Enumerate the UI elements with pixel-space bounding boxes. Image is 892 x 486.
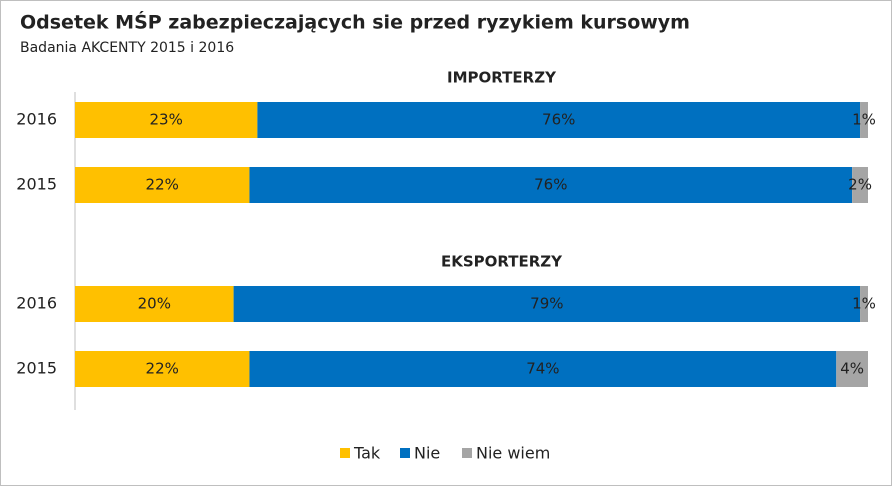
group-title: IMPORTERZY bbox=[447, 69, 557, 87]
bar-segment bbox=[860, 102, 868, 138]
y-tick-label: 2015 bbox=[16, 175, 57, 194]
value-label: 22% bbox=[146, 176, 179, 194]
value-label: 2% bbox=[848, 176, 872, 194]
legend-swatch bbox=[340, 448, 350, 458]
value-label: 1% bbox=[852, 111, 876, 129]
legend-label: Nie wiem bbox=[476, 444, 550, 463]
bar-segment bbox=[75, 102, 258, 138]
chart-subtitle: Badania AKCENTY 2015 i 2016 bbox=[20, 40, 234, 56]
value-label: 22% bbox=[146, 360, 179, 378]
value-label: 76% bbox=[542, 111, 575, 129]
bar-segment bbox=[836, 351, 868, 387]
y-tick-label: 2016 bbox=[16, 294, 57, 313]
value-label: 79% bbox=[530, 295, 563, 313]
bar-segment bbox=[257, 102, 861, 138]
legend-label: Tak bbox=[353, 444, 381, 463]
value-label: 76% bbox=[534, 176, 567, 194]
value-label: 20% bbox=[138, 295, 171, 313]
value-label: 1% bbox=[852, 295, 876, 313]
bar-segment bbox=[249, 351, 837, 387]
bar-segment bbox=[75, 351, 250, 387]
bar-segment bbox=[852, 167, 868, 203]
bar-segment bbox=[75, 286, 234, 322]
bar-segment bbox=[249, 167, 853, 203]
legend-label: Nie bbox=[414, 444, 440, 463]
bar-segment bbox=[75, 167, 250, 203]
bar-segment bbox=[233, 286, 861, 322]
value-label: 4% bbox=[840, 360, 864, 378]
legend-swatch bbox=[462, 448, 472, 458]
bar-segment bbox=[860, 286, 868, 322]
value-label: 23% bbox=[150, 111, 183, 129]
value-label: 74% bbox=[526, 360, 559, 378]
chart-title: Odsetek MŚP zabezpieczających sie przed … bbox=[20, 10, 690, 34]
y-tick-label: 2015 bbox=[16, 359, 57, 378]
group-title: EKSPORTERZY bbox=[441, 253, 563, 271]
legend-swatch bbox=[400, 448, 410, 458]
y-tick-label: 2016 bbox=[16, 110, 57, 129]
